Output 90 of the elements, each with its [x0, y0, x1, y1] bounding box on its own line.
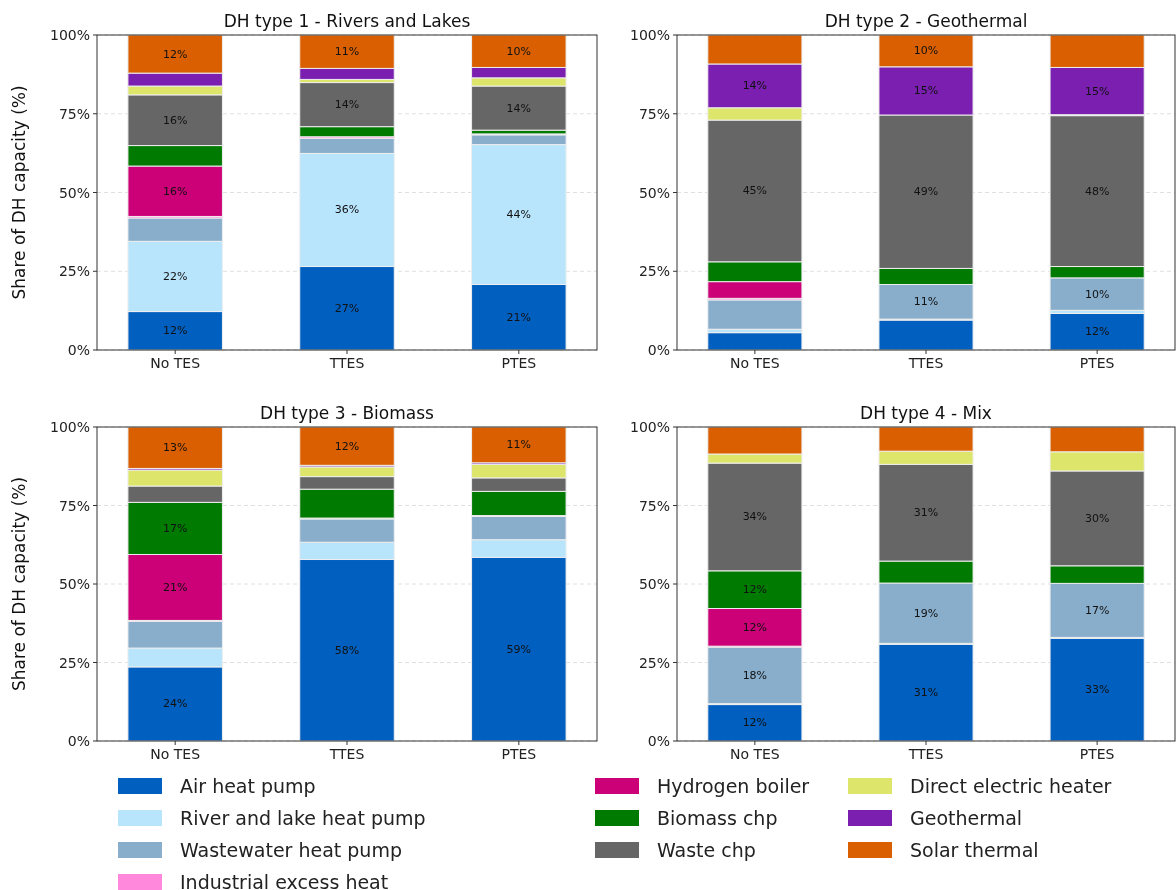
data-label: 27% — [334, 301, 360, 315]
legend-label: Industrial excess heat — [180, 871, 389, 890]
y-tick-label: 50% — [58, 576, 90, 592]
data-label: 12% — [1084, 325, 1110, 339]
y-tick-label: 50% — [638, 184, 670, 201]
x-tick-label: TTES — [328, 355, 365, 371]
x-tick-label: PTES — [1079, 355, 1115, 371]
data-label: 12% — [742, 620, 768, 634]
data-label: 30% — [1084, 511, 1110, 525]
chart-title: DH type 4 - Mix — [860, 403, 992, 423]
y-tick-label: 25% — [638, 263, 670, 280]
y-tick-label: 75% — [58, 105, 90, 122]
legend-label: Wastewater heat pump — [180, 839, 402, 861]
data-label: 12% — [334, 439, 360, 453]
data-label: 10% — [506, 44, 532, 58]
data-label: 58% — [334, 643, 360, 657]
data-label: 21% — [506, 310, 532, 324]
data-label: 12% — [742, 583, 768, 597]
x-tick-label: PTES — [501, 355, 537, 371]
x-tick-label: TTES — [907, 746, 944, 762]
legend-label: Air heat pump — [180, 775, 316, 797]
data-label: 14% — [742, 79, 768, 93]
x-tick-label: PTES — [1079, 746, 1115, 762]
y-tick-label: 75% — [58, 497, 90, 514]
y-tick-label: 0% — [647, 733, 670, 749]
data-label: 14% — [506, 101, 532, 115]
data-label: 45% — [742, 184, 768, 198]
x-tick-label: PTES — [501, 746, 537, 762]
legend-label: Waste chp — [657, 839, 756, 861]
data-label: 11% — [334, 45, 360, 59]
y-tick-label: 100% — [629, 27, 670, 43]
x-tick-label: No TES — [150, 746, 201, 762]
data-label: 11% — [506, 438, 532, 452]
data-label: 13% — [162, 441, 188, 455]
data-label: 10% — [913, 44, 939, 58]
legend-label: Biomass chp — [657, 807, 778, 829]
data-label: 22% — [162, 269, 188, 283]
y-tick-label: 100% — [629, 419, 670, 435]
chart-title: DH type 1 - Rivers and Lakes — [223, 11, 471, 31]
data-label: 21% — [162, 580, 188, 594]
data-label: 48% — [1084, 184, 1110, 198]
data-label: 49% — [913, 185, 939, 199]
legend-label: Geothermal — [910, 807, 1023, 829]
data-label: 12% — [162, 47, 188, 61]
y-tick-label: 25% — [58, 263, 90, 280]
y-axis-title: Share of DH capacity (%) — [9, 476, 29, 692]
y-tick-label: 50% — [638, 576, 670, 592]
data-label: 16% — [162, 184, 188, 198]
legend-label: Hydrogen boiler — [657, 775, 810, 797]
data-label: 33% — [1084, 683, 1110, 697]
y-tick-label: 0% — [67, 342, 90, 358]
data-label: 36% — [334, 203, 360, 217]
legend-label: Solar thermal — [910, 839, 1039, 861]
y-tick-label: 25% — [638, 654, 670, 671]
data-label: 12% — [162, 324, 188, 338]
x-tick-label: TTES — [328, 746, 365, 762]
data-label: 17% — [162, 521, 188, 535]
data-label: 31% — [913, 686, 939, 700]
data-label: 12% — [742, 716, 768, 730]
data-label: 24% — [162, 697, 188, 711]
data-label: 31% — [913, 506, 939, 520]
data-label: 11% — [913, 295, 939, 309]
chart-title: DH type 2 - Geothermal — [824, 11, 1028, 31]
data-label: 17% — [1084, 603, 1110, 617]
data-label: 16% — [162, 113, 188, 127]
data-label: 59% — [506, 642, 532, 656]
data-label: 10% — [1084, 287, 1110, 301]
data-label: 14% — [334, 98, 360, 112]
legend-label: Direct electric heater — [910, 775, 1112, 797]
x-tick-label: No TES — [729, 746, 780, 762]
y-tick-label: 50% — [58, 184, 90, 201]
y-tick-label: 75% — [638, 105, 670, 122]
data-label: 19% — [913, 606, 939, 620]
data-label: 15% — [913, 84, 939, 98]
y-tick-label: 0% — [67, 733, 90, 749]
y-tick-label: 0% — [647, 342, 670, 358]
y-tick-label: 100% — [49, 419, 90, 435]
legend-label: River and lake heat pump — [180, 807, 426, 829]
y-tick-label: 100% — [49, 27, 90, 43]
y-axis-title: Share of DH capacity (%) — [9, 85, 29, 300]
x-tick-label: TTES — [907, 355, 944, 371]
data-label: 34% — [742, 510, 768, 524]
x-tick-label: No TES — [150, 355, 201, 371]
y-tick-label: 75% — [638, 497, 670, 514]
chart-title: DH type 3 - Biomass — [260, 403, 435, 423]
data-label: 15% — [1084, 84, 1110, 98]
data-label: 44% — [506, 208, 532, 222]
data-label: 18% — [742, 668, 768, 682]
x-tick-label: No TES — [729, 355, 780, 371]
y-tick-label: 25% — [58, 654, 90, 671]
